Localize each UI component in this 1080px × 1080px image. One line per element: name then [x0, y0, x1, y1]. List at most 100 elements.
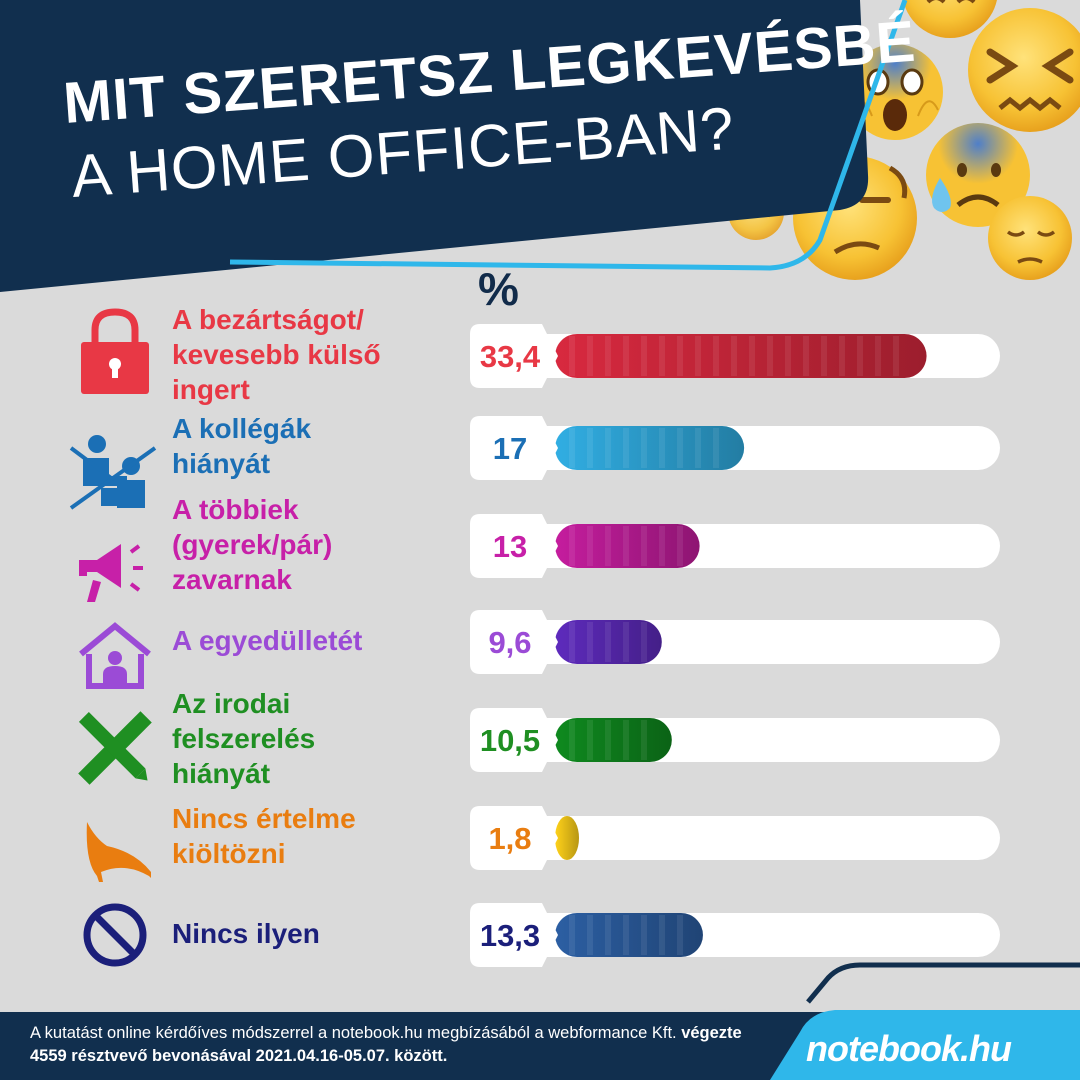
bar-stripe [767, 336, 773, 376]
value-badge [470, 610, 558, 674]
bar-stripe [641, 526, 647, 566]
bar-stripe [677, 336, 683, 376]
bar-stripe [623, 336, 629, 376]
bar-stripe [623, 428, 629, 468]
category-label: Nincs értelme kiöltözni [172, 803, 356, 869]
bar [555, 718, 672, 762]
bar-stripe [659, 526, 665, 566]
bar-stripe [605, 526, 611, 566]
bar-stripe [641, 622, 647, 662]
bar-stripe [875, 336, 881, 376]
bar-stripe [857, 336, 863, 376]
bar-stripe [623, 526, 629, 566]
bar-stripe [569, 915, 575, 955]
value-label: 33,4 [480, 339, 541, 374]
bar-stripe [623, 915, 629, 955]
ruler-pencil-icon [78, 711, 152, 785]
header-banner [0, 0, 908, 292]
footer-note-bold: végezte 4559 résztvevő bevonásával 2021.… [30, 1024, 742, 1065]
bar-stripe [839, 336, 845, 376]
megaphone-icon [79, 544, 143, 602]
weary-face-icon [903, 0, 997, 38]
category-label: A kollégák hiányát [172, 413, 312, 479]
bar-stripe [587, 720, 593, 760]
bar-stripe [785, 336, 791, 376]
value-badge [470, 708, 558, 772]
bar [555, 620, 662, 664]
bar-stripe [749, 336, 755, 376]
footer-note: A kutatást online kérdőíves módszerrel a… [30, 1022, 770, 1068]
bar-stripe [641, 915, 647, 955]
bar-stripe [569, 526, 575, 566]
value-label: 9,6 [488, 625, 531, 660]
bar-stripe [569, 336, 575, 376]
bar-stripe [803, 336, 809, 376]
bar [555, 524, 700, 568]
bar-stripe [623, 622, 629, 662]
bar-stripe [641, 336, 647, 376]
lock-icon [81, 308, 149, 394]
high-heel-icon [86, 822, 151, 882]
value-label: 10,5 [480, 723, 540, 758]
no-colleagues-icon [69, 435, 157, 510]
value-badge [470, 806, 558, 870]
bar [555, 334, 927, 378]
bar-stripe [587, 336, 593, 376]
category-label: Nincs ilyen [172, 917, 320, 949]
bar-stripe [659, 336, 665, 376]
category-label: A többiek (gyerek/pár) zavarnak [172, 493, 333, 595]
bar-stripe [587, 428, 593, 468]
value-label: 1,8 [488, 821, 531, 856]
bar-stripe [677, 915, 683, 955]
bar-stripe [677, 526, 683, 566]
bar-chart: 33,4 17 13 9,6 10,5 1,8 13,3 [69, 308, 1000, 967]
bar [555, 816, 579, 860]
bar-stripe [605, 336, 611, 376]
bar-stripe [641, 428, 647, 468]
category-label: A egyedülletét [172, 624, 363, 656]
anxious-sweat-face-icon [926, 123, 1030, 227]
bar-stripe [605, 428, 611, 468]
bar-stripe [569, 428, 575, 468]
bar-stripe [695, 336, 701, 376]
bar-stripe [605, 622, 611, 662]
bar-track [470, 816, 1000, 860]
bar-stripe [713, 336, 719, 376]
bar-stripe [605, 915, 611, 955]
unit-label: % [478, 263, 519, 315]
bar-stripe [731, 336, 737, 376]
value-label: 17 [493, 431, 527, 466]
footer-note-normal: A kutatást online kérdőíves módszerrel a… [30, 1024, 682, 1042]
bar-stripe [821, 336, 827, 376]
bar-stripe [569, 622, 575, 662]
bar-stripe [587, 915, 593, 955]
value-badge [470, 903, 558, 967]
brand-logo[interactable]: notebook.hu [806, 1028, 1012, 1069]
bar-stripe [677, 428, 683, 468]
bar-stripe [893, 336, 899, 376]
value-badge [470, 324, 558, 388]
bar-stripe [569, 720, 575, 760]
bar [555, 426, 745, 470]
bar-stripe [623, 720, 629, 760]
bar-stripe [713, 428, 719, 468]
bar-stripe [695, 428, 701, 468]
category-label: A bezártságot/ kevesebb külső ingert [172, 303, 381, 405]
bar-stripe [605, 720, 611, 760]
prohibited-icon [83, 903, 147, 967]
value-badge [470, 514, 558, 578]
bar-stripe [587, 622, 593, 662]
value-badge [470, 416, 558, 480]
value-label: 13,3 [480, 918, 540, 953]
pensive-face-icon [988, 196, 1072, 280]
bar-stripe [641, 720, 647, 760]
category-label: Az irodai felszerelés hiányát [172, 687, 316, 789]
home-person-icon [79, 622, 151, 689]
bar-stripe [659, 428, 665, 468]
value-label: 13 [493, 529, 527, 564]
bar [555, 913, 703, 957]
confounded-face-icon [968, 8, 1080, 132]
bar-stripe [587, 526, 593, 566]
bar-stripe [659, 915, 665, 955]
